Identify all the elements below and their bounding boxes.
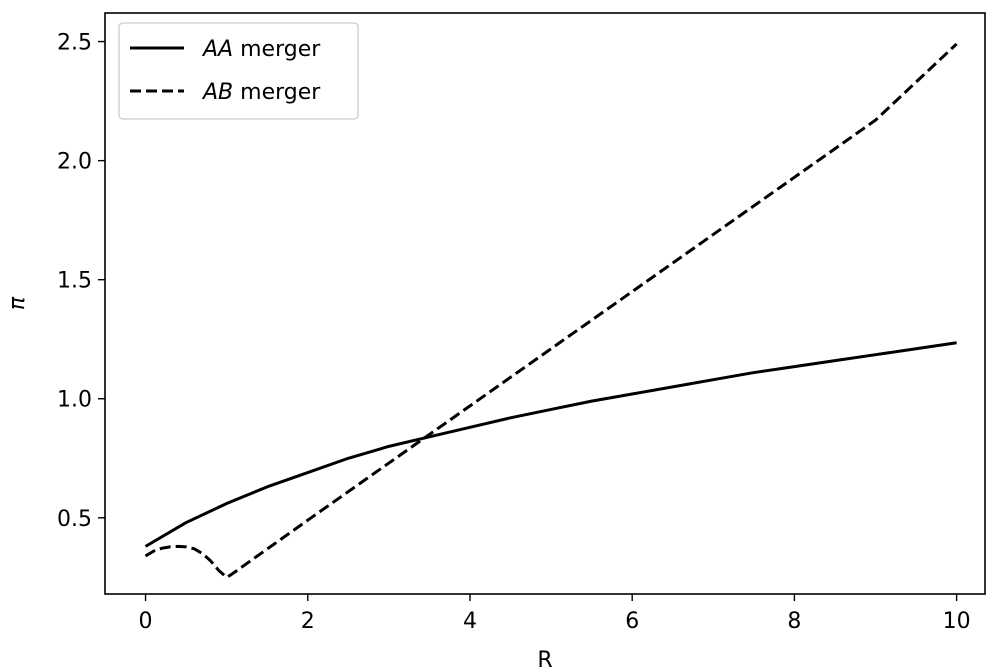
y-axis-label: π [5,296,30,310]
y-tick-label: 1.5 [57,269,92,294]
legend-entry: AA merger [201,37,321,62]
legend-entry-suffix: merger [233,80,321,105]
x-axis-label: R [537,648,552,670]
x-tick-label: 10 [943,609,971,634]
x-tick-label: 8 [787,609,801,634]
legend-entry-prefix: AB [201,80,233,105]
series-layer [144,42,958,579]
y-tick-label: 2.0 [57,150,92,175]
y-axis-ticks: 0.5 1.0 1.5 2.0 2.5 [57,31,105,532]
legend-entry-suffix: merger [233,37,321,62]
y-tick-label: 0.5 [57,507,92,532]
x-tick-label: 2 [301,609,315,634]
y-tick-label: 1.0 [57,388,92,413]
y-tick-label: 2.5 [57,31,92,56]
x-tick-label: 0 [139,609,153,634]
legend-entry-prefix: AA [201,37,233,62]
x-axis-ticks: 0 2 4 6 8 10 [139,594,971,634]
x-tick-label: 4 [463,609,477,634]
plot-frame [104,12,986,595]
series-line-aa-merger [144,341,957,548]
legend-entry: AB merger [201,80,321,105]
x-tick-label: 6 [625,609,639,634]
series-line-ab-merger [144,42,958,579]
